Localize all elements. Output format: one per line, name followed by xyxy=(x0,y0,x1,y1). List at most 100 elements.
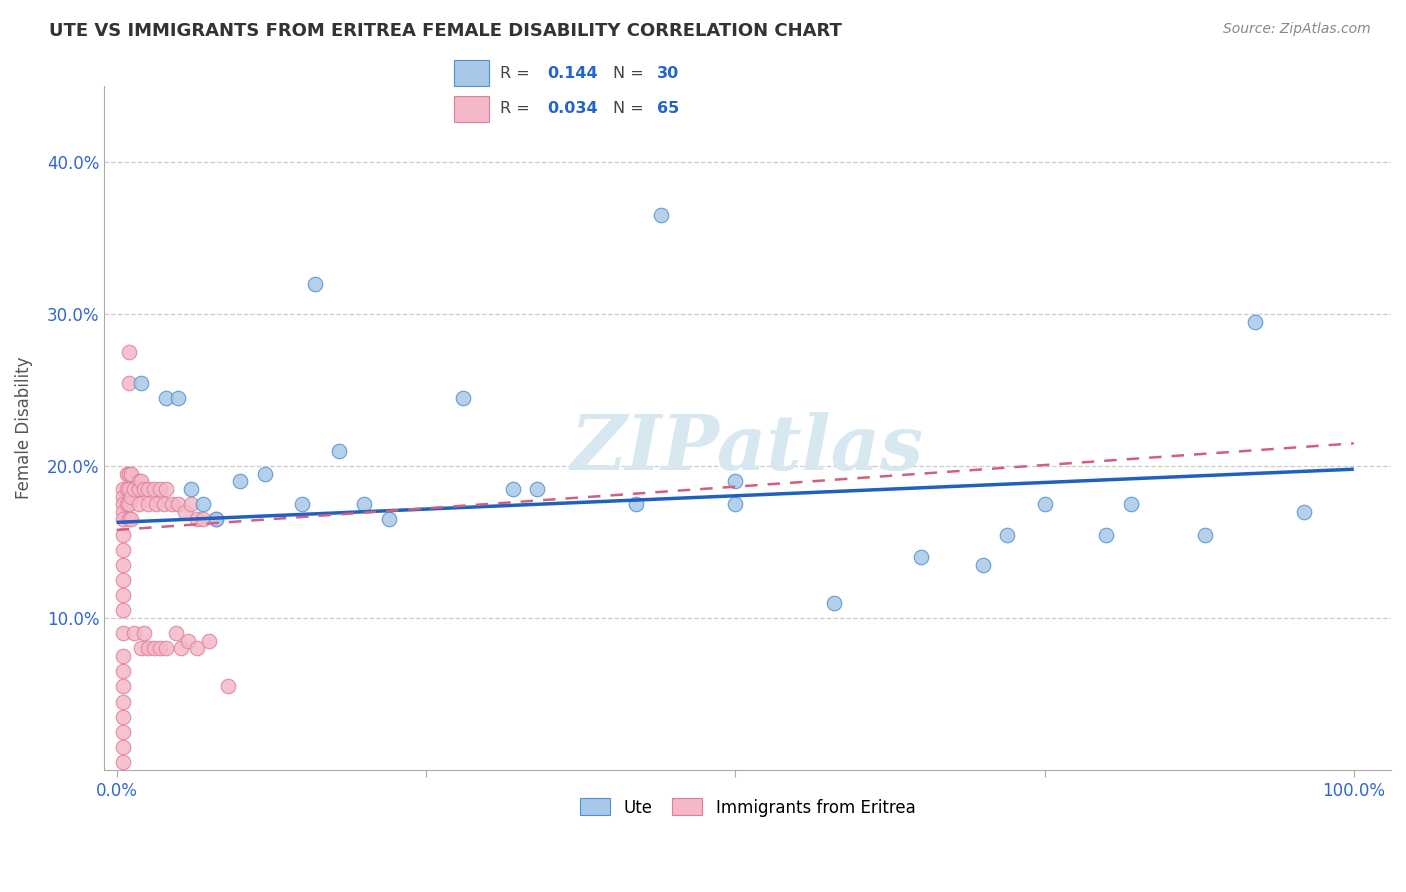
Point xyxy=(167,497,190,511)
Point xyxy=(132,626,155,640)
Point xyxy=(128,497,150,511)
Point xyxy=(155,482,177,496)
Point xyxy=(1194,527,1216,541)
Point xyxy=(111,648,134,663)
Text: 30: 30 xyxy=(657,66,679,81)
Point xyxy=(131,475,153,489)
Text: 65: 65 xyxy=(657,102,679,116)
Point xyxy=(136,641,159,656)
Point xyxy=(149,482,172,496)
Point xyxy=(177,633,200,648)
Point xyxy=(142,482,165,496)
Point xyxy=(131,376,153,390)
Text: R =: R = xyxy=(501,66,536,81)
Point xyxy=(111,482,134,496)
Point xyxy=(204,512,226,526)
Point xyxy=(115,467,138,481)
Point xyxy=(186,641,208,656)
Point xyxy=(121,467,143,481)
Point xyxy=(118,376,141,390)
Point xyxy=(217,680,239,694)
Point xyxy=(180,482,202,496)
Point xyxy=(502,482,524,496)
Point xyxy=(170,641,193,656)
Point xyxy=(1243,315,1265,329)
Text: 0.144: 0.144 xyxy=(547,66,598,81)
Point xyxy=(131,641,153,656)
Point xyxy=(115,497,138,511)
Point xyxy=(111,725,134,739)
Point xyxy=(111,527,134,541)
Point xyxy=(111,512,134,526)
Point xyxy=(1033,497,1056,511)
Point xyxy=(155,641,177,656)
Point xyxy=(378,512,401,526)
Point xyxy=(186,512,208,526)
Bar xyxy=(454,61,489,87)
Point xyxy=(122,626,145,640)
Point xyxy=(111,603,134,617)
Point xyxy=(353,497,375,511)
Point xyxy=(193,512,215,526)
Point xyxy=(304,277,326,291)
Point xyxy=(136,482,159,496)
Point xyxy=(526,482,548,496)
Point xyxy=(111,626,134,640)
Point xyxy=(118,467,141,481)
Point xyxy=(1294,505,1316,519)
Point xyxy=(142,641,165,656)
Point xyxy=(173,505,195,519)
Bar xyxy=(454,96,489,122)
Point xyxy=(204,512,226,526)
Point xyxy=(1095,527,1118,541)
Text: 0.034: 0.034 xyxy=(547,102,598,116)
Point xyxy=(118,512,141,526)
Point xyxy=(118,482,141,496)
Point xyxy=(724,497,747,511)
Point xyxy=(626,497,648,511)
Point xyxy=(111,680,134,694)
Point xyxy=(650,209,672,223)
Point xyxy=(198,633,221,648)
Point xyxy=(118,345,141,359)
Point xyxy=(111,665,134,679)
Point xyxy=(152,497,174,511)
Point xyxy=(111,695,134,709)
Point xyxy=(111,573,134,587)
Point xyxy=(118,497,141,511)
Point xyxy=(155,391,177,405)
Point xyxy=(111,490,134,504)
Point xyxy=(180,497,202,511)
Text: N =: N = xyxy=(613,102,648,116)
Point xyxy=(111,756,134,770)
Point xyxy=(111,710,134,724)
Point xyxy=(128,482,150,496)
Point xyxy=(111,497,134,511)
Legend: Ute, Immigrants from Eritrea: Ute, Immigrants from Eritrea xyxy=(574,792,922,823)
Point xyxy=(910,550,932,565)
Point xyxy=(111,542,134,557)
Point xyxy=(997,527,1019,541)
Point xyxy=(145,497,167,511)
Text: R =: R = xyxy=(501,102,536,116)
Point xyxy=(451,391,474,405)
Text: UTE VS IMMIGRANTS FROM ERITREA FEMALE DISABILITY CORRELATION CHART: UTE VS IMMIGRANTS FROM ERITREA FEMALE DI… xyxy=(49,22,842,40)
Point xyxy=(193,497,215,511)
Point xyxy=(229,475,252,489)
Text: N =: N = xyxy=(613,66,648,81)
Point xyxy=(167,391,190,405)
Point xyxy=(111,740,134,755)
Point xyxy=(122,482,145,496)
Text: Source: ZipAtlas.com: Source: ZipAtlas.com xyxy=(1223,22,1371,37)
Point xyxy=(149,641,172,656)
Point xyxy=(291,497,314,511)
Point xyxy=(128,475,150,489)
Point xyxy=(121,512,143,526)
Point xyxy=(724,475,747,489)
Point xyxy=(115,482,138,496)
Text: ZIPatlas: ZIPatlas xyxy=(571,412,924,485)
Point xyxy=(162,497,184,511)
Point xyxy=(121,490,143,504)
Point xyxy=(132,482,155,496)
Point xyxy=(328,444,350,458)
